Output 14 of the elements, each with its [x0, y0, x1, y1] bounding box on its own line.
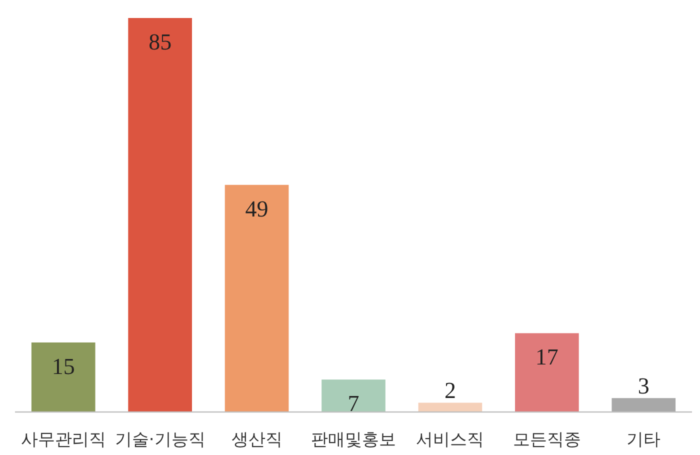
data-label: 17 — [535, 344, 558, 370]
data-label: 7 — [348, 391, 360, 416]
data-label: 85 — [148, 30, 172, 54]
data-label: 2 — [444, 378, 456, 404]
x-tick-label: 모든직종 — [512, 430, 581, 450]
x-tick-label: 사무관리직 — [20, 430, 106, 450]
x-tick-label: 판매및홍보 — [311, 430, 396, 450]
data-label: 49 — [245, 196, 268, 222]
data-label: 3 — [638, 374, 650, 399]
x-tick-label: 생산직 — [231, 430, 282, 450]
data-label: 15 — [52, 354, 75, 379]
x-tick-label: 기술·기능직 — [114, 430, 206, 450]
x-tick-label: 서비스직 — [416, 430, 484, 450]
x-tick-label: 기타 — [626, 430, 661, 450]
